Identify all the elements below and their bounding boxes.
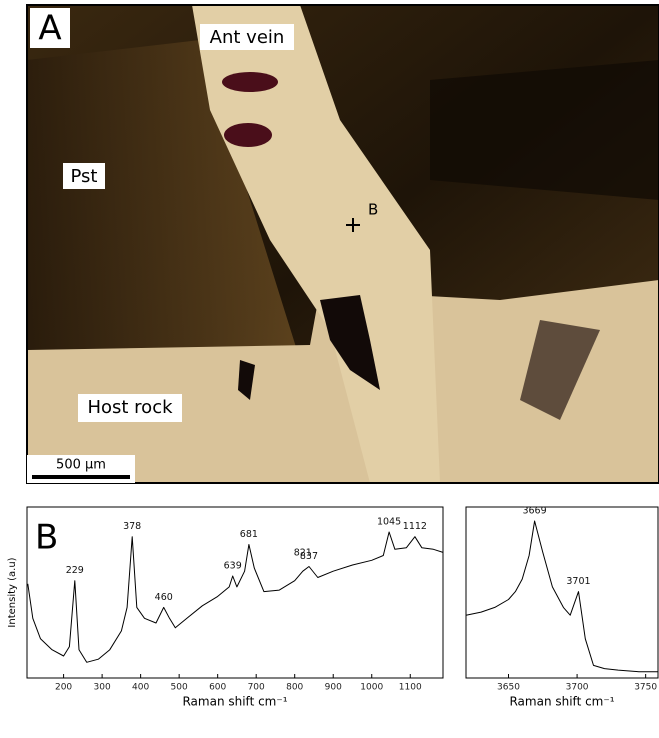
x-tick-label: 700	[248, 683, 265, 693]
x-tick-label: 200	[55, 683, 72, 693]
cross-marker	[346, 218, 360, 232]
spectrum	[27, 531, 444, 663]
scale-bar	[32, 475, 130, 479]
x-tick-label: 600	[209, 683, 226, 693]
host-label: Host rock	[87, 397, 173, 418]
x-tick-label: 800	[286, 683, 303, 693]
peak-label: 3701	[566, 576, 590, 587]
spectrum	[465, 520, 658, 673]
peak-label: 229	[66, 565, 84, 576]
photo-frame	[26, 4, 659, 484]
x-tick-label: 500	[171, 683, 188, 693]
label-box	[200, 24, 294, 50]
peak-label: 1045	[377, 516, 401, 527]
x-axis-label: Raman shift cm⁻¹	[182, 695, 287, 709]
peak-label: 1112	[403, 521, 427, 532]
point-label: B	[368, 201, 378, 219]
panel-label: B	[35, 518, 58, 558]
peak-label: 378	[123, 521, 141, 532]
plot-frame	[465, 506, 659, 679]
panel-label: A	[38, 9, 61, 49]
x-tick-label: 900	[325, 683, 342, 693]
dark-region	[430, 60, 659, 200]
x-tick-label: 3700	[566, 683, 589, 693]
peak-label: 3669	[522, 506, 546, 517]
x-tick-label: 3650	[497, 683, 520, 693]
micrograph: A Ant vein Pst Host rock B 500 µm	[26, 4, 659, 484]
peak-label: 681	[240, 529, 258, 540]
x-axis-label: Raman shift cm⁻¹	[509, 695, 614, 709]
peak-label: 821	[294, 548, 312, 559]
pst-region	[27, 40, 300, 360]
plot-frame	[26, 506, 444, 679]
inclusion	[224, 123, 272, 147]
y-axis-label: Intensity (a.u)	[7, 557, 18, 627]
inclusion	[222, 72, 278, 92]
inclusion	[320, 295, 380, 390]
x-tick-label: 400	[132, 683, 149, 693]
peak-label: 639	[224, 560, 242, 571]
x-tick-label: 300	[94, 683, 111, 693]
x-tick-label: 1100	[399, 683, 422, 693]
label-box	[78, 394, 182, 422]
label-box	[30, 8, 70, 48]
vein-label: Ant vein	[210, 27, 285, 48]
x-tick-label: 3750	[634, 683, 657, 693]
host-rock	[27, 280, 659, 483]
scale-label: 500 µm	[56, 458, 106, 473]
label-box	[63, 163, 105, 189]
x-tick-label: 1000	[360, 683, 383, 693]
peak-label: 837	[300, 551, 318, 562]
inclusion	[520, 320, 600, 420]
pst-label: Pst	[71, 166, 98, 187]
peak-label: 460	[155, 592, 173, 603]
inclusion	[238, 360, 255, 400]
